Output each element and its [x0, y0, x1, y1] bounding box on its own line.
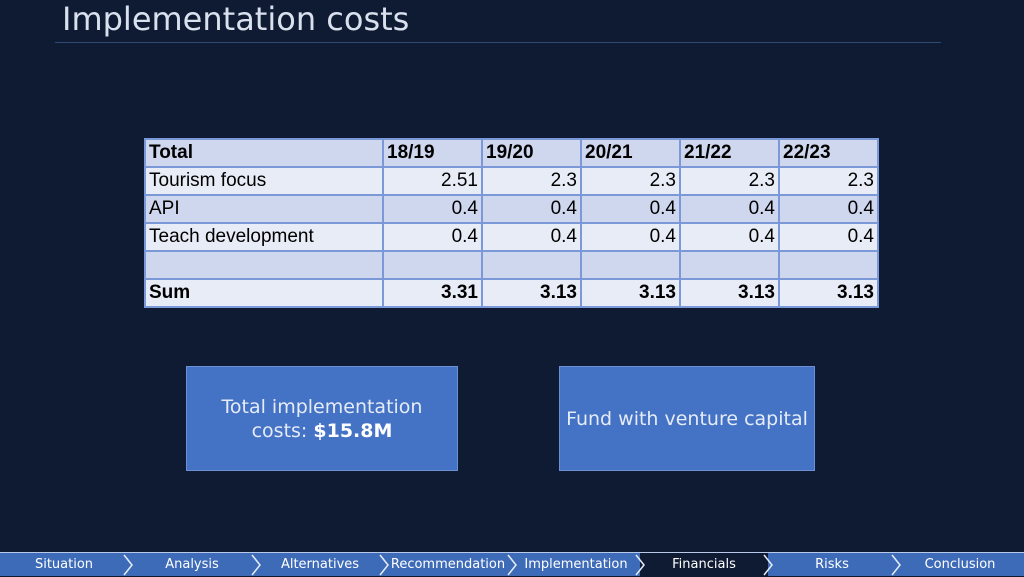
chevron-right-icon [763, 554, 773, 576]
section-nav-bar: Situation Analysis Alternatives Recommen… [0, 552, 1024, 576]
header-cell-21-22: 21/22 [679, 138, 780, 168]
nav-item-implementation[interactable]: Implementation [512, 552, 645, 576]
row-value: 2.3 [679, 166, 780, 196]
nav-item-alternatives[interactable]: Alternatives [256, 552, 389, 576]
row-value: 0.4 [679, 222, 780, 252]
sum-value: 3.13 [580, 278, 681, 308]
nav-item-situation[interactable]: Situation [0, 552, 133, 576]
row-value: 0.4 [778, 194, 879, 224]
header-cell-20-21: 20/21 [580, 138, 681, 168]
row-value: 2.51 [382, 166, 483, 196]
nav-label: Recommendation [390, 557, 506, 572]
header-cell-22-23: 22/23 [778, 138, 879, 168]
table-header-row: Total 18/19 19/20 20/21 21/22 22/23 [144, 138, 879, 168]
sum-value: 3.13 [778, 278, 879, 308]
table-row-empty [144, 250, 879, 280]
chevron-right-icon [891, 554, 901, 576]
row-value: 2.3 [778, 166, 879, 196]
nav-item-recommendation[interactable]: Recommendation [384, 552, 517, 576]
slide-title: Implementation costs [62, 0, 410, 38]
nav-item-financials[interactable]: Financials [640, 552, 773, 576]
row-value [481, 250, 582, 280]
row-value [580, 250, 681, 280]
nav-label: Analysis [165, 557, 219, 572]
table-row: Tourism focus 2.51 2.3 2.3 2.3 2.3 [144, 166, 879, 196]
header-cell-total: Total [144, 138, 384, 168]
nav-label: Alternatives [280, 557, 360, 572]
nav-label: Situation [34, 557, 94, 572]
row-value: 0.4 [778, 222, 879, 252]
total-costs-value: $15.8M [313, 419, 393, 442]
row-value: 2.3 [580, 166, 681, 196]
nav-label: Conclusion [924, 557, 996, 572]
nav-label: Financials [672, 557, 736, 572]
fund-venture-capital-box: Fund with venture capital [559, 366, 815, 471]
chevron-right-icon [379, 554, 389, 576]
table-sum-row: Sum 3.31 3.13 3.13 3.13 3.13 [144, 278, 879, 308]
row-label [144, 250, 384, 280]
total-costs-line2: costs: [251, 419, 308, 442]
chevron-right-icon [507, 554, 517, 576]
sum-value: 3.13 [679, 278, 780, 308]
table-row: API 0.4 0.4 0.4 0.4 0.4 [144, 194, 879, 224]
row-label: API [144, 194, 384, 224]
chevron-right-icon [123, 554, 133, 576]
row-value: 0.4 [382, 194, 483, 224]
row-value: 0.4 [481, 194, 582, 224]
row-value: 0.4 [382, 222, 483, 252]
row-value: 0.4 [580, 194, 681, 224]
sum-value: 3.31 [382, 278, 483, 308]
chevron-right-icon [635, 554, 645, 576]
sum-value: 3.13 [481, 278, 582, 308]
table-row: Teach development 0.4 0.4 0.4 0.4 0.4 [144, 222, 879, 252]
row-value [778, 250, 879, 280]
header-cell-19-20: 19/20 [481, 138, 582, 168]
row-value: 0.4 [580, 222, 681, 252]
total-costs-line1: Total implementation [221, 395, 423, 418]
row-value: 0.4 [679, 194, 780, 224]
nav-label: Implementation [524, 557, 628, 572]
row-value [382, 250, 483, 280]
row-value: 2.3 [481, 166, 582, 196]
nav-label: Risks [815, 557, 849, 572]
nav-item-analysis[interactable]: Analysis [128, 552, 261, 576]
sum-label: Sum [144, 278, 384, 308]
chevron-right-icon [251, 554, 261, 576]
header-cell-18-19: 18/19 [382, 138, 483, 168]
row-label: Teach development [144, 222, 384, 252]
fund-text: Fund with venture capital [566, 407, 808, 430]
title-divider [55, 42, 941, 43]
implementation-costs-table: Total 18/19 19/20 20/21 21/22 22/23 Tour… [144, 138, 879, 308]
row-value: 0.4 [481, 222, 582, 252]
row-label: Tourism focus [144, 166, 384, 196]
nav-item-conclusion[interactable]: Conclusion [896, 552, 1024, 576]
row-value [679, 250, 780, 280]
nav-item-risks[interactable]: Risks [768, 552, 901, 576]
total-implementation-costs-box: Total implementation costs: $15.8M [186, 366, 458, 471]
